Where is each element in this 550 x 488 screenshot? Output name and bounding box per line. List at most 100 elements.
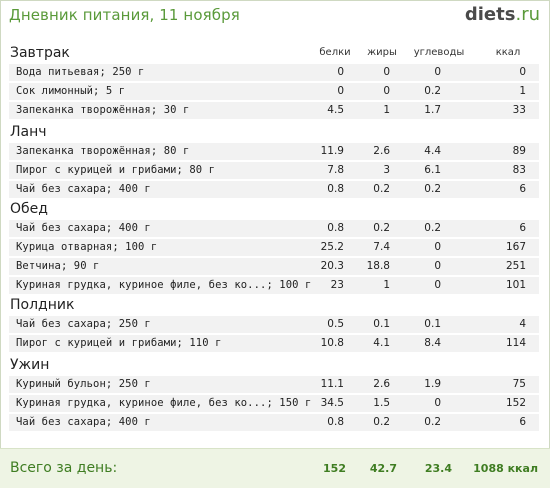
food-protein: 25.2 — [320, 241, 344, 253]
food-name: Пирог с курицей и грибами; 110 г — [16, 337, 222, 349]
food-name: Запеканка творожённая; 80 г — [16, 145, 190, 157]
food-row[interactable]: Пирог с курицей и грибами; 110 г 10.8 4.1 8… — [9, 335, 539, 353]
food-fat: 2.6 — [373, 145, 390, 157]
food-protein: 7.8 — [327, 164, 344, 176]
food-kcal: 4 — [519, 318, 526, 330]
food-name: Пирог с курицей и грибами; 80 г — [16, 164, 216, 176]
food-kcal: 101 — [505, 279, 526, 291]
column-header-fat: жиры — [367, 47, 397, 58]
food-protein: 10.8 — [320, 337, 344, 349]
food-name: Чай без сахара; 400 г — [16, 183, 151, 195]
logo-main: diets — [464, 4, 516, 25]
column-header-carbs: углеводы — [413, 47, 465, 58]
food-fat: 0.2 — [373, 222, 390, 234]
food-row[interactable]: Куриная грудка, куриное филе, без ко...;… — [9, 277, 539, 295]
food-row[interactable]: Запеканка творожённая; 80 г 11.9 2.6 4.4 89 — [9, 143, 539, 161]
food-row[interactable]: Куриный бульон; 250 г 11.1 2.6 1.9 75 — [9, 376, 539, 394]
food-kcal: 75 — [512, 378, 526, 390]
food-protein: 0 — [337, 66, 344, 78]
food-fat: 0.1 — [373, 318, 390, 330]
food-protein: 4.5 — [327, 104, 344, 116]
food-carbs: 0.2 — [424, 183, 441, 195]
page-title: Дневник питания, 11 ноября — [9, 6, 240, 24]
food-fat: 3 — [383, 164, 390, 176]
food-protein: 34.5 — [320, 397, 344, 409]
food-carbs: 0 — [434, 241, 441, 253]
food-carbs: 1.7 — [424, 104, 441, 116]
food-row[interactable]: Пирог с курицей и грибами; 80 г 7.8 3 6.1 83 — [9, 162, 539, 180]
food-row[interactable]: Чай без сахара; 400 г 0.8 0.2 0.2 6 — [9, 220, 539, 238]
food-protein: 20.3 — [320, 260, 344, 272]
food-protein: 11.9 — [320, 145, 344, 157]
food-carbs: 8.4 — [424, 337, 441, 349]
meal-title: Ланч — [10, 124, 47, 140]
food-carbs: 0 — [434, 66, 441, 78]
food-name: Вода питьевая; 250 г — [16, 66, 145, 78]
food-kcal: 251 — [505, 260, 526, 272]
food-protein: 0 — [337, 85, 344, 97]
meal-title: Обед — [10, 201, 48, 217]
meal-title: Полдник — [10, 297, 75, 313]
food-row[interactable]: Курица отварная; 100 г 25.2 7.4 0 167 — [9, 239, 539, 257]
food-row[interactable]: Запеканка творожённая; 30 г 4.5 1 1.7 33 — [9, 102, 539, 120]
food-fat: 1 — [383, 104, 390, 116]
food-kcal: 1 — [519, 85, 526, 97]
food-fat: 1 — [383, 279, 390, 291]
column-header-kcal: ккал — [495, 47, 521, 58]
food-name: Запеканка творожённая; 30 г — [16, 104, 190, 116]
food-carbs: 0.2 — [424, 222, 441, 234]
food-protein: 23 — [330, 279, 344, 291]
food-name: Чай без сахара; 250 г — [16, 318, 151, 330]
food-name: Куриная грудка, куриное филе, без ко...;… — [16, 397, 312, 409]
food-carbs: 0.2 — [424, 416, 441, 428]
food-protein: 0.8 — [327, 416, 344, 428]
food-carbs: 6.1 — [424, 164, 441, 176]
food-row[interactable]: Сок лимонный; 5 г 0 0 0.2 1 — [9, 83, 539, 101]
food-name: Сок лимонный; 5 г — [16, 85, 126, 97]
food-name: Чай без сахара; 400 г — [16, 416, 151, 428]
total-kcal: 1088 ккал — [473, 462, 538, 475]
food-name: Ветчина; 90 г — [16, 260, 100, 272]
food-protein: 11.1 — [320, 378, 344, 390]
food-name: Курица отварная; 100 г — [16, 241, 158, 253]
food-kcal: 6 — [519, 416, 526, 428]
total-fat: 42.7 — [369, 462, 397, 475]
food-carbs: 0 — [434, 397, 441, 409]
food-name: Куриная грудка, куриное филе, без ко...;… — [16, 279, 312, 291]
food-row[interactable]: Куриная грудка, куриное филе, без ко...;… — [9, 395, 539, 413]
meal-title: Ужин — [10, 357, 50, 373]
header: Дневник питания, 11 ноября diets.ru — [0, 0, 550, 36]
food-kcal: 114 — [505, 337, 526, 349]
food-fat: 7.4 — [373, 241, 390, 253]
food-name: Чай без сахара; 400 г — [16, 222, 151, 234]
food-fat: 0.2 — [373, 183, 390, 195]
food-kcal: 6 — [519, 222, 526, 234]
food-protein: 0.8 — [327, 183, 344, 195]
total-carbs: 23.4 — [424, 462, 452, 475]
food-carbs: 0 — [434, 279, 441, 291]
food-kcal: 33 — [512, 104, 526, 116]
food-fat: 2.6 — [373, 378, 390, 390]
food-carbs: 0.2 — [424, 85, 441, 97]
food-fat: 1.5 — [373, 397, 390, 409]
food-row[interactable]: Чай без сахара; 400 г 0.8 0.2 0.2 6 — [9, 181, 539, 199]
food-kcal: 0 — [519, 66, 526, 78]
food-row[interactable]: Чай без сахара; 400 г 0.8 0.2 0.2 6 — [9, 414, 539, 432]
daily-totals: Всего за день: 152 42.7 23.4 1088 ккал — [0, 448, 550, 488]
column-header-protein: белки — [319, 47, 351, 58]
site-logo[interactable]: diets.ru — [465, 4, 540, 25]
food-fat: 0 — [383, 66, 390, 78]
food-carbs: 0.1 — [424, 318, 441, 330]
meal-title: Завтрак — [10, 45, 70, 61]
food-fat: 4.1 — [373, 337, 390, 349]
food-row[interactable]: Вода питьевая; 250 г 0 0 0 0 — [9, 64, 539, 82]
food-kcal: 152 — [505, 397, 526, 409]
food-row[interactable]: Чай без сахара; 250 г 0.5 0.1 0.1 4 — [9, 316, 539, 334]
food-protein: 0.5 — [327, 318, 344, 330]
food-carbs: 0 — [434, 260, 441, 272]
food-carbs: 1.9 — [424, 378, 441, 390]
food-kcal: 83 — [512, 164, 526, 176]
food-kcal: 6 — [519, 183, 526, 195]
food-row[interactable]: Ветчина; 90 г 20.3 18.8 0 251 — [9, 258, 539, 276]
food-fat: 0.2 — [373, 416, 390, 428]
